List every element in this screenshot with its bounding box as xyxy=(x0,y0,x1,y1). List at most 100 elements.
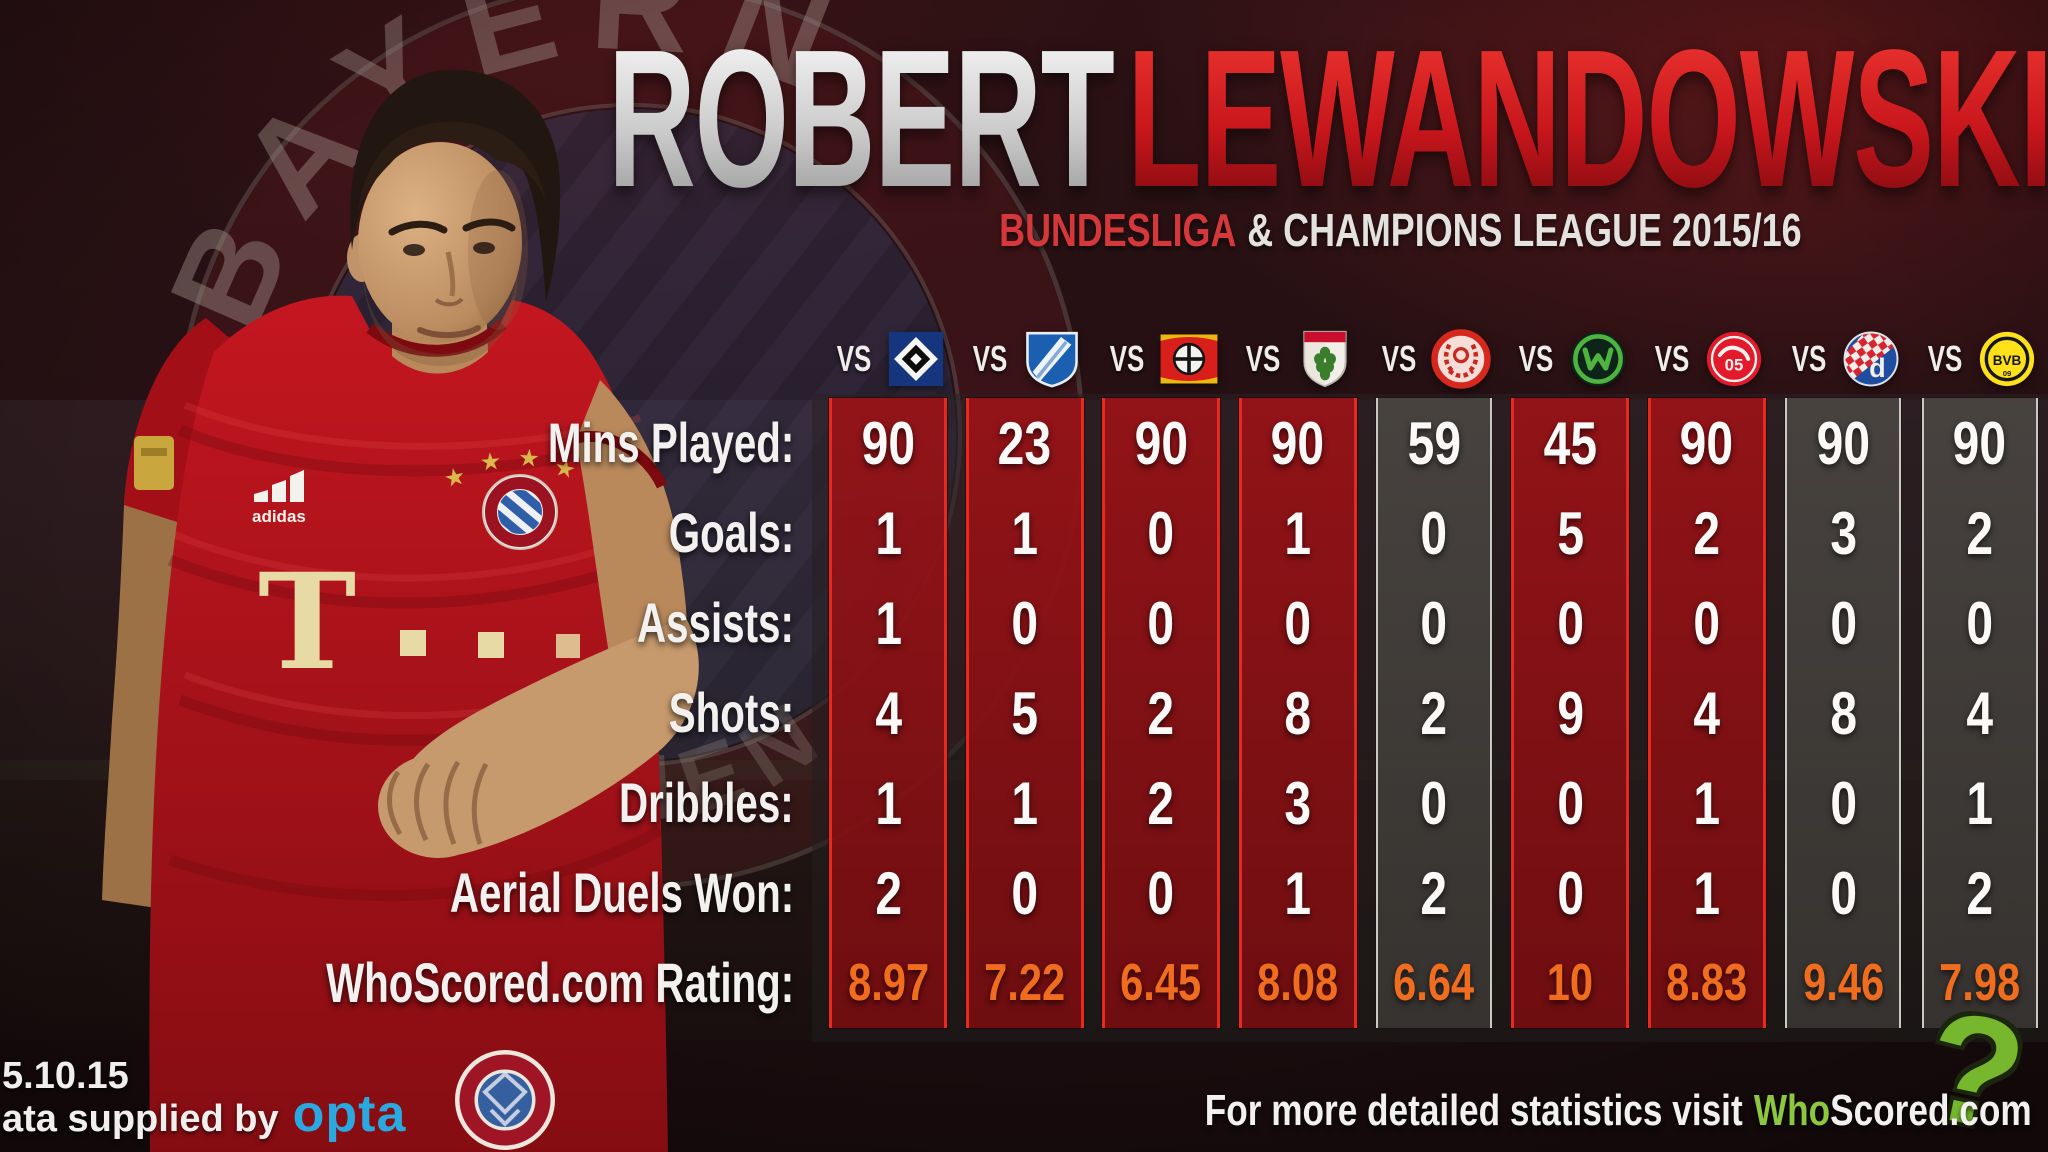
stat-column-augsburg: VS 90 1 0 8 3 1 8. xyxy=(1229,320,1365,1034)
stat-column-bayer-leverkusen: VS 90 0 0 2 2 0 6.45 xyxy=(1093,320,1229,1034)
stat-cell: 0 xyxy=(1147,859,1175,927)
svg-text:T: T xyxy=(258,545,356,700)
rating-cell: 6.45 xyxy=(1120,954,1202,1012)
stat-row-labels: Mins Played: Goals: Assists: Shots: Drib… xyxy=(0,398,806,1028)
stat-row-label: Shots: xyxy=(668,681,794,744)
stat-cell: 2 xyxy=(1147,769,1175,837)
stat-cell: 1 xyxy=(1011,769,1039,837)
vs-label: VS xyxy=(1791,338,1827,379)
subtitle-rest: & CHAMPIONS LEAGUE 2015/16 xyxy=(1246,204,1802,256)
svg-text:★: ★ xyxy=(479,447,503,477)
svg-text:05: 05 xyxy=(1725,356,1744,375)
stat-cell: 5 xyxy=(1557,499,1584,567)
stat-cell: 9 xyxy=(1557,679,1584,747)
vs-label: VS xyxy=(1245,338,1281,379)
opta-logo: opta xyxy=(292,1085,407,1143)
stat-cell: 4 xyxy=(1693,679,1721,747)
stat-cell: 90 xyxy=(1680,409,1734,477)
vs-label: VS xyxy=(836,338,872,379)
stat-cell: 1 xyxy=(1284,859,1311,927)
column-header: VS xyxy=(830,320,947,398)
subtitle: BUNDESLIGA & CHAMPIONS LEAGUE 2015/16 xyxy=(760,203,2040,257)
column-header: VS xyxy=(1103,320,1220,398)
stat-strip: 90 2 0 4 1 2 7.98 xyxy=(1921,398,2038,1028)
stat-cell: 0 xyxy=(1693,589,1721,657)
stat-row-label: Aerial Duels Won: xyxy=(449,861,794,924)
stat-cell: 1 xyxy=(1011,499,1039,567)
stat-cell: 90 xyxy=(1816,409,1870,477)
stat-cell: 0 xyxy=(1011,859,1039,927)
shorts-crest-icon xyxy=(455,1050,555,1150)
svg-text:09: 09 xyxy=(2003,369,2012,378)
stat-cell: 0 xyxy=(1557,769,1584,837)
stat-column-wolfsburg: VS 45 5 0 9 0 0 10 xyxy=(1502,320,1638,1034)
stat-cell: 2 xyxy=(1420,679,1448,747)
stat-cell: 1 xyxy=(1693,769,1721,837)
stat-cell: 2 xyxy=(1966,859,1994,927)
column-header: VS d xyxy=(1785,320,1902,398)
rating-cell: 8.08 xyxy=(1257,954,1339,1012)
page-title: ROBERTLEWANDOWSKI xyxy=(608,21,2048,217)
promo-line: For more detailed statistics visit WhoSco… xyxy=(998,1086,2032,1136)
stat-cell: 0 xyxy=(1829,589,1857,657)
vs-label: VS xyxy=(1109,338,1144,379)
stat-row-label: Dribbles: xyxy=(619,771,794,834)
rating-cell: 8.83 xyxy=(1666,954,1748,1012)
column-header: VS 05 xyxy=(1648,320,1765,398)
vs-label: VS xyxy=(1927,338,1963,379)
stat-cell: 1 xyxy=(874,589,902,657)
borussia-dortmund-logo: BVB 09 xyxy=(1980,331,2035,387)
bayer-leverkusen-logo xyxy=(1160,334,1218,384)
subtitle-competition: BUNDESLIGA xyxy=(998,204,1236,256)
rating-cell: 6.64 xyxy=(1393,954,1475,1012)
stat-column-mainz-05: VS 05 90 2 0 4 1 1 8.83 xyxy=(1639,320,1775,1034)
stats-table: VS 90 1 1 4 1 2 8.97 VS xyxy=(820,320,2048,1034)
whoscored-brand-who: Who xyxy=(1754,1086,1831,1135)
stat-cell: 90 xyxy=(1270,409,1325,477)
stat-row-label: Assists: xyxy=(637,591,794,654)
stat-cell: 2 xyxy=(1966,499,1994,567)
stat-cell: 1 xyxy=(1966,769,1994,837)
vs-label: VS xyxy=(972,338,1008,379)
stat-strip: 23 1 0 5 1 0 7.22 xyxy=(965,398,1084,1028)
vs-label: VS xyxy=(1655,338,1690,379)
column-header: VS xyxy=(966,320,1083,398)
stat-strip: 90 1 0 8 3 1 8.08 xyxy=(1238,398,1357,1028)
stat-cell: 1 xyxy=(1284,499,1311,567)
stat-strip: 90 0 0 2 2 0 6.45 xyxy=(1102,398,1221,1028)
credit-text: ata supplied by xyxy=(2,1098,279,1140)
dinamo-zagreb-logo: d xyxy=(1843,331,1899,387)
stat-column-dinamo-zagreb: VS d xyxy=(1775,320,1911,1034)
stat-cell: 2 xyxy=(1147,679,1175,747)
title-first-name: ROBERT xyxy=(608,9,1127,228)
stat-cell: 90 xyxy=(1134,409,1188,477)
stat-strip: 90 2 0 4 1 1 8.83 xyxy=(1647,398,1766,1028)
vs-label: VS xyxy=(1518,338,1554,379)
stat-cell: 0 xyxy=(1829,859,1857,927)
stat-cell: 8 xyxy=(1829,679,1857,747)
stat-cell: 0 xyxy=(1147,499,1175,567)
adidas-logo: adidas xyxy=(252,470,306,526)
hoffenheim-logo xyxy=(1026,331,1079,388)
stat-row-label: Mins Played: xyxy=(547,411,794,474)
stat-cell: 1 xyxy=(874,499,902,567)
rating-cell: 10 xyxy=(1547,954,1594,1012)
stat-cell: 0 xyxy=(1420,589,1448,657)
svg-text:d: d xyxy=(1869,352,1886,383)
stat-cell: 59 xyxy=(1407,409,1461,477)
stat-cell: 23 xyxy=(997,409,1052,477)
stat-cell: 4 xyxy=(1966,679,1994,747)
stat-strip: 90 1 1 4 1 2 8.97 xyxy=(829,398,948,1028)
player-photo: adidas ★ ★ ★ ★ T xyxy=(102,69,699,1152)
stat-row-label: Goals: xyxy=(668,501,794,564)
stat-cell: 8 xyxy=(1284,679,1311,747)
telekom-logo: T xyxy=(258,545,580,700)
stat-strip: 90 3 0 8 0 0 9.46 xyxy=(1785,398,1902,1028)
wolfsburg-logo xyxy=(1570,331,1626,387)
rating-cell: 7.22 xyxy=(984,954,1066,1012)
stat-cell: 4 xyxy=(874,679,902,747)
svg-text:adidas: adidas xyxy=(252,507,306,526)
hamburger-sv-logo xyxy=(888,331,943,387)
stat-cell: 0 xyxy=(1829,769,1857,837)
